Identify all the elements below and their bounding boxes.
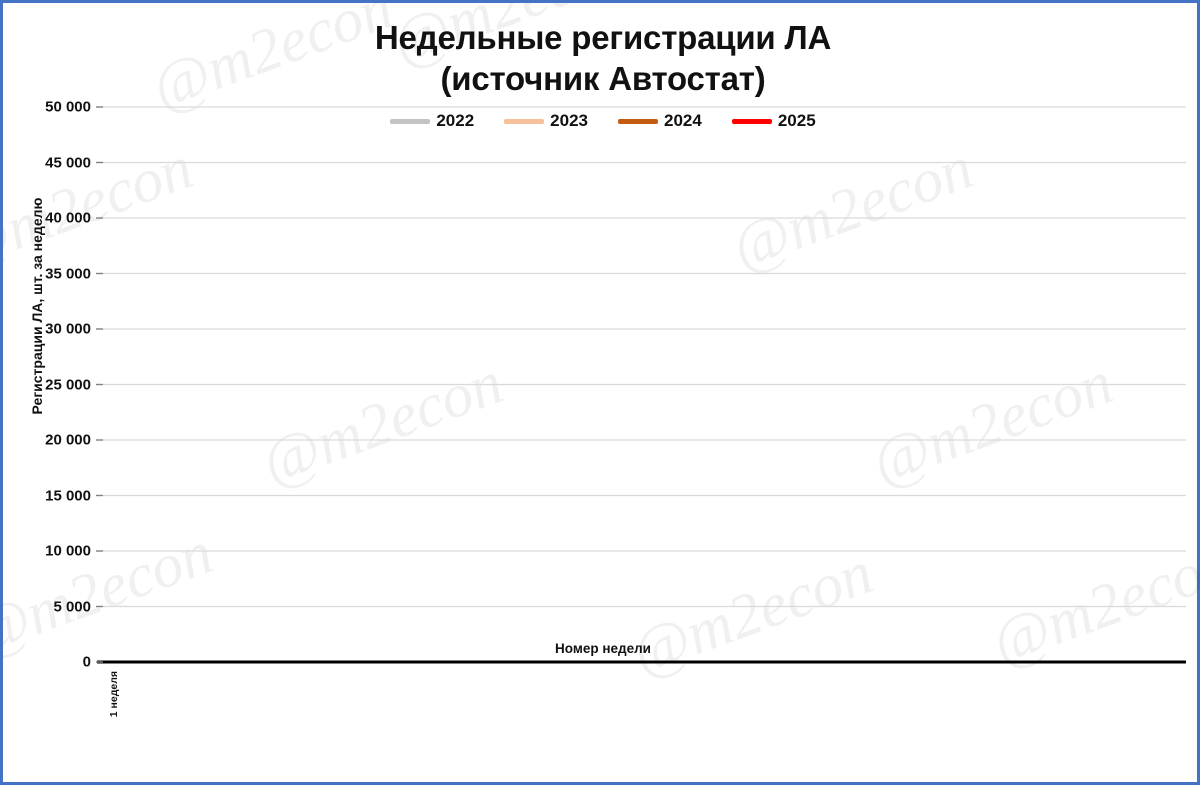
x-axis-tick-label: 1 неделя xyxy=(108,671,120,718)
y-axis-tick-label: 40 000 xyxy=(45,209,91,227)
y-axis-tick-label: 30 000 xyxy=(45,320,91,338)
legend-swatch-2025 xyxy=(731,118,772,124)
y-axis-tick-label: 0 xyxy=(82,653,91,671)
y-axis-tick-label: 20 000 xyxy=(45,431,91,449)
chart-title: Недельные регистрации ЛА (источник Автос… xyxy=(3,17,1200,99)
chart-title-line2: (источник Автостат) xyxy=(440,60,766,97)
legend-label-2024: 2024 xyxy=(664,111,702,130)
y-axis-tick-label: 35 000 xyxy=(45,265,91,282)
y-axis-tick-label: 15 000 xyxy=(45,487,91,504)
legend-swatch-2024 xyxy=(618,118,658,124)
y-axis-tick-label: 5 000 xyxy=(53,598,91,615)
y-axis-ticks: 0 5 000 10 000 15 000 20 000 25 000 30 000 35 0… xyxy=(11,3,91,788)
legend-item-2023[interactable]: 2023 xyxy=(504,111,588,131)
x-axis-ticks: 1 неделя xyxy=(3,671,1200,761)
y-axis-tick-label: 10 000 xyxy=(45,542,91,560)
legend-item-2025[interactable]: 2025 xyxy=(731,111,816,131)
chart-title-line1: Недельные регистрации ЛА xyxy=(374,19,832,56)
y-axis-tick-label: 45 000 xyxy=(45,154,91,171)
chart-legend: 2022 2023 2024 2025 xyxy=(3,111,1200,131)
legend-label-2022: 2022 xyxy=(436,111,475,130)
legend-label-2025: 2025 xyxy=(777,111,816,130)
y-axis-tick-label: 25 000 xyxy=(45,376,91,393)
chart-svg xyxy=(96,106,1186,664)
legend-item-2022[interactable]: 2022 xyxy=(390,111,474,131)
legend-swatch-2023 xyxy=(504,118,545,124)
x-axis-title: Номер недели xyxy=(555,641,651,656)
y-axis-tick-label: 50 000 xyxy=(45,98,91,116)
legend-label-2023: 2023 xyxy=(550,111,588,130)
legend-swatch-2022 xyxy=(390,118,431,124)
legend-item-2024[interactable]: 2024 xyxy=(618,111,702,131)
